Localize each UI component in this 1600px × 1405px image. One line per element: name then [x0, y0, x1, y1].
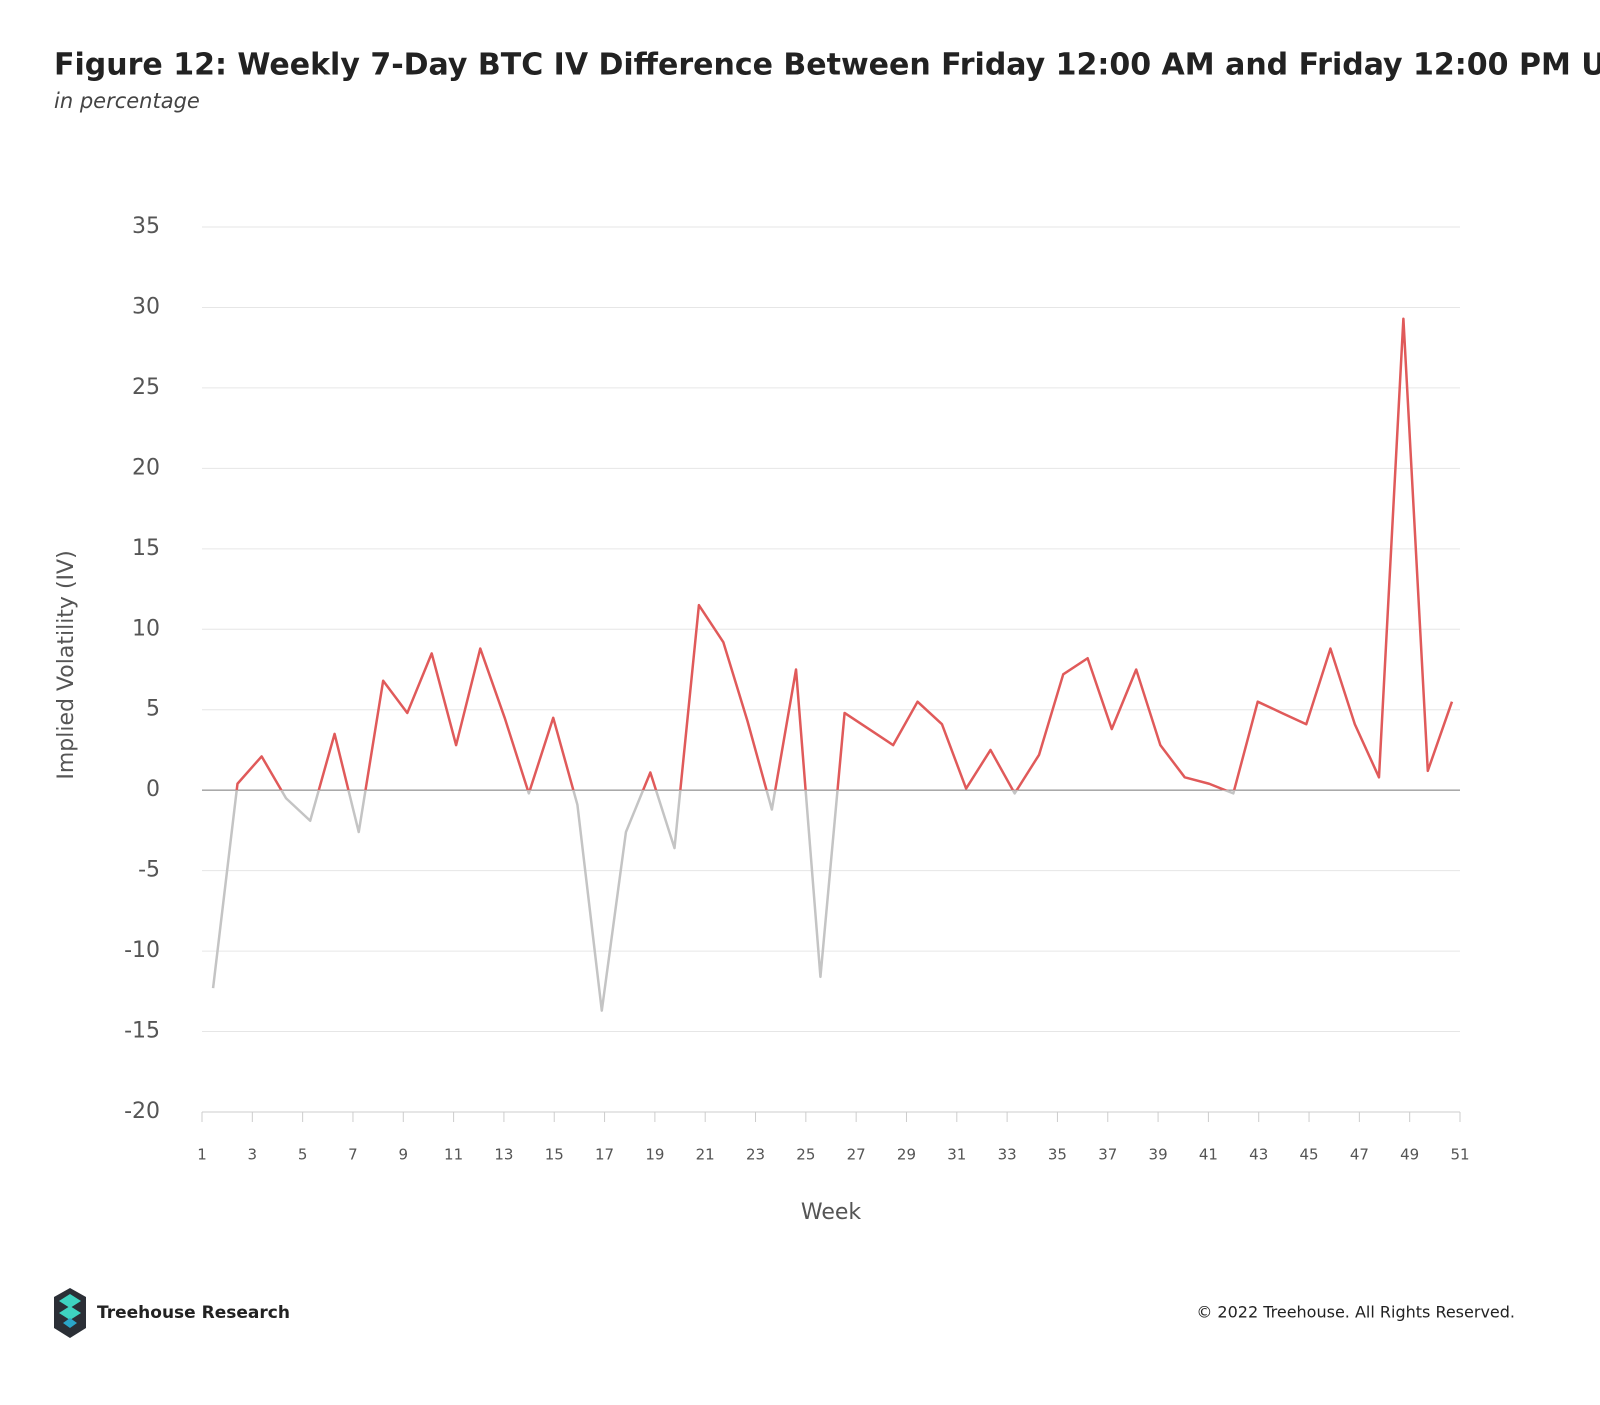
x-tick-label: 19 — [645, 1146, 664, 1164]
y-tick-label: -20 — [124, 1099, 160, 1124]
x-tick-label: 35 — [1048, 1146, 1067, 1164]
x-tick-label: 27 — [847, 1146, 866, 1164]
chart-subtitle: in percentage — [54, 89, 200, 113]
x-tick-label: 9 — [399, 1146, 409, 1164]
x-tick-label: 31 — [947, 1146, 966, 1164]
brand: Treehouse Research — [97, 1303, 290, 1323]
logo — [54, 1288, 86, 1338]
y-tick-label: -10 — [124, 938, 160, 963]
x-tick-label: 1 — [197, 1146, 207, 1164]
x-tick-label: 13 — [494, 1146, 513, 1164]
y-tick-label: 25 — [132, 375, 160, 400]
x-tick-label: 25 — [796, 1146, 815, 1164]
y-tick-label: 0 — [146, 777, 160, 802]
y-tick-label: 20 — [132, 455, 160, 480]
x-tick-label: 39 — [1149, 1146, 1168, 1164]
x-tick-label: 51 — [1450, 1146, 1469, 1164]
y-tick-label: 35 — [132, 214, 160, 239]
x-tick-label: 15 — [545, 1146, 564, 1164]
copyright: © 2022 Treehouse. All Rights Reserved. — [1196, 1303, 1515, 1322]
x-tick-label: 11 — [444, 1146, 463, 1164]
chart-title: Figure 12: Weekly 7-Day BTC IV Differenc… — [54, 48, 1600, 83]
y-tick-label: 15 — [132, 536, 160, 561]
y-tick-label: -15 — [124, 1019, 160, 1044]
y-tick-label: 10 — [132, 616, 160, 641]
x-tick-label: 5 — [298, 1146, 308, 1164]
x-tick-label: 41 — [1199, 1146, 1218, 1164]
x-tick-label: 17 — [595, 1146, 614, 1164]
x-tick-label: 3 — [248, 1146, 258, 1164]
x-tick-label: 7 — [348, 1146, 358, 1164]
x-tick-label: 29 — [897, 1146, 916, 1164]
y-tick-label: 5 — [146, 697, 160, 722]
x-tick-label: 45 — [1299, 1146, 1318, 1164]
x-tick-label: 43 — [1249, 1146, 1268, 1164]
x-tick-label: 33 — [998, 1146, 1017, 1164]
x-tick-label: 23 — [746, 1146, 765, 1164]
x-tick-label: 47 — [1350, 1146, 1369, 1164]
y-tick-label: -5 — [138, 858, 160, 883]
x-axis-label: Week — [801, 1200, 862, 1225]
y-tick-label: 30 — [132, 294, 160, 319]
x-tick-label: 21 — [696, 1146, 715, 1164]
x-tick-label: 49 — [1400, 1146, 1419, 1164]
line-positive — [235, 317, 1454, 791]
line-negative — [211, 790, 1236, 1012]
y-axis-label: Implied Volatility (IV) — [54, 550, 79, 779]
x-tick-label: 37 — [1098, 1146, 1117, 1164]
